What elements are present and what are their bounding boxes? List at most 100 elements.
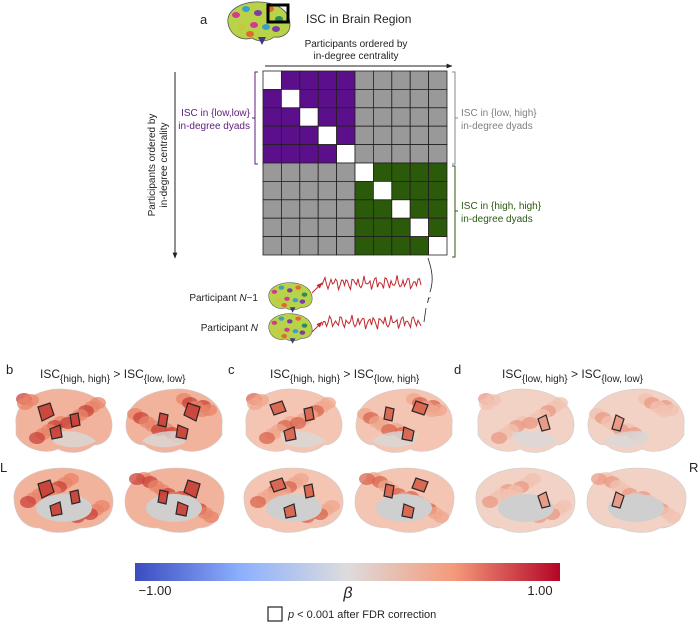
- matrix-cell: [317, 162, 338, 182]
- matrix-cell: [428, 162, 448, 182]
- brain-view: [475, 467, 576, 533]
- temporal: [512, 431, 558, 448]
- parcel: [284, 327, 290, 332]
- matrix-cell: [409, 107, 430, 127]
- group-label: in-degree dyads: [461, 121, 533, 132]
- signal: [321, 314, 422, 330]
- matrix-cell: [409, 162, 430, 182]
- matrix-cell: [299, 236, 319, 256]
- parcel: [301, 292, 308, 297]
- matrix-cell: [391, 144, 411, 164]
- matrix-cell: [336, 107, 356, 127]
- significant-region: [283, 426, 297, 442]
- matrix-cell: [428, 144, 448, 164]
- parcel: [482, 496, 498, 508]
- matrix-cell: [317, 236, 338, 256]
- parcel: [238, 24, 246, 30]
- matrix-cell: [280, 199, 301, 219]
- matrix-cell: [262, 162, 282, 182]
- panel-title: ISC{low, high} > ISC{low, low}: [502, 367, 644, 385]
- text: Participant: [189, 293, 239, 304]
- matrix-cell: [372, 217, 393, 237]
- matrix-cell: [299, 89, 319, 109]
- matrix-cell: [372, 162, 393, 182]
- panel-label: c: [228, 362, 235, 377]
- parcel: [275, 329, 282, 334]
- matrix-cell: [428, 125, 448, 145]
- matrix-cell: [354, 107, 374, 127]
- matrix-cell: [354, 180, 374, 201]
- matrix-cell: [280, 144, 301, 164]
- parcel: [278, 285, 285, 290]
- matrix-cell: [372, 236, 393, 256]
- medial-wall: [36, 494, 92, 522]
- matrix-cell: [317, 217, 338, 237]
- title-part: ISC: [581, 367, 601, 381]
- matrix-cell: [391, 89, 411, 109]
- group-label: ISC in {low,low}: [181, 108, 251, 119]
- matrix-cell: [428, 107, 448, 127]
- significant-region: [175, 424, 189, 440]
- matrix-cell: [354, 89, 374, 109]
- group-label: ISC in {high, high}: [461, 201, 542, 212]
- significant-region: [303, 483, 315, 499]
- matrix-cell: [372, 180, 393, 201]
- title-part: >: [340, 367, 354, 381]
- matrix-cell: [354, 199, 374, 219]
- axis-label: Participants ordered by: [305, 39, 408, 50]
- matrix-cell: [336, 162, 356, 182]
- parcel: [254, 10, 262, 16]
- matrix-cell: [354, 70, 374, 90]
- bracket: [452, 165, 458, 258]
- matrix-cell: [336, 89, 356, 109]
- connector: [423, 307, 427, 323]
- significant-region: [49, 501, 63, 517]
- significant-region: [383, 406, 395, 422]
- matrix-cell: [317, 70, 338, 90]
- matrix-cell: [262, 125, 282, 145]
- matrix-cell: [317, 180, 338, 201]
- matrix-cell: [409, 180, 430, 201]
- text: N: [251, 323, 259, 334]
- title-part: {low, low}: [601, 374, 643, 385]
- brain-icon: [227, 1, 291, 45]
- parcel: [424, 405, 440, 417]
- significant-region: [283, 503, 297, 519]
- brain: [227, 1, 291, 45]
- title-part: ISC: [124, 367, 144, 381]
- matrix-cell: [354, 125, 374, 145]
- title-part: ISC: [40, 367, 60, 381]
- parcel: [203, 511, 219, 523]
- title-part: {high, high}: [290, 374, 341, 385]
- matrix-cell: [354, 144, 374, 164]
- timeseries: [311, 275, 422, 333]
- matrix-cell: [428, 236, 448, 256]
- axis-label: in-degree centrality: [159, 122, 170, 207]
- parcel: [287, 319, 293, 324]
- matrix-cell: [317, 107, 338, 127]
- matrix-cell: [299, 217, 319, 237]
- matrix-cell: [299, 199, 319, 219]
- axis-label: in-degree centrality: [313, 51, 398, 62]
- parcel: [287, 288, 293, 293]
- significant-region: [401, 426, 415, 442]
- hemisphere-label: L: [0, 460, 7, 475]
- hemisphere-label: R: [689, 460, 698, 475]
- matrix-cell: [372, 70, 393, 90]
- matrix-cell: [409, 89, 430, 109]
- colorbar-label: β: [342, 585, 352, 602]
- matrix-cell: [336, 70, 356, 90]
- colorbar-tick: −1.00: [139, 583, 172, 598]
- group-label: ISC in {low, high}: [461, 108, 537, 119]
- brain-view: [245, 388, 343, 453]
- title-part: >: [568, 367, 582, 381]
- significant-region: [269, 400, 287, 416]
- brain-view: [125, 388, 223, 453]
- text: Participant: [201, 323, 251, 334]
- text: −1: [247, 293, 259, 304]
- matrix-cell: [317, 144, 338, 164]
- matrix-cell: [428, 89, 448, 109]
- brain: [268, 282, 313, 313]
- title-part: {low, high}: [374, 374, 420, 385]
- temporal: [604, 431, 650, 448]
